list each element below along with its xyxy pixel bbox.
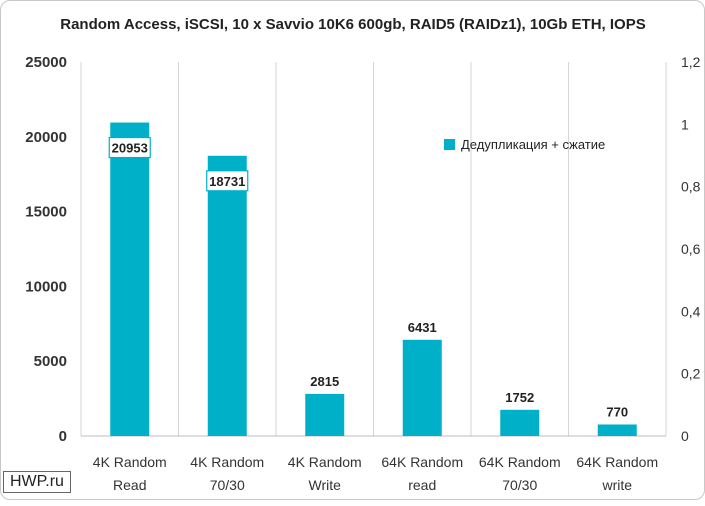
data-label: 6431 <box>408 320 437 335</box>
data-label-box <box>108 136 151 159</box>
x-tick-label: 64K Random <box>479 454 561 470</box>
data-label: 20953 <box>112 141 148 156</box>
bar <box>207 155 247 436</box>
data-labels: 20953 18731 2815 6431 1752 770 <box>108 136 628 419</box>
secondary-y-axis-ticks: 0 0,2 0,4 0,6 0,8 1 1,2 <box>681 54 701 444</box>
data-label: 18731 <box>209 174 245 189</box>
bars <box>110 122 637 436</box>
data-label: 770 <box>606 404 628 419</box>
x-tick-label: 4K Random <box>288 454 362 470</box>
x-tick-label: 64K Random <box>576 454 658 470</box>
y2-tick-label: 0,6 <box>681 241 701 257</box>
bar <box>402 339 442 436</box>
chart-title: Random Access, iSCSI, 10 x Savvio 10K6 6… <box>60 16 645 33</box>
data-label: 2815 <box>310 374 339 389</box>
y2-tick-label: 1,2 <box>681 54 701 70</box>
y2-tick-label: 0,8 <box>681 179 701 195</box>
y-tick-label: 10000 <box>25 278 67 295</box>
legend-label: Дедупликация + сжатие <box>461 137 605 152</box>
bar <box>305 393 345 436</box>
x-tick-label: 64K Random <box>381 454 463 470</box>
x-tick-label: 4K Random <box>93 454 167 470</box>
y2-tick-label: 0,4 <box>681 303 701 319</box>
watermark-logo: HWP.ru <box>3 471 71 493</box>
x-tick-label: read <box>408 477 436 493</box>
bar <box>597 424 637 436</box>
data-label: 1752 <box>505 390 534 405</box>
x-axis-ticks: 4K Random Read 4K Random 70/30 4K Random Writ… <box>93 454 658 493</box>
y-axis-ticks: 0 5000 10000 15000 20000 25000 <box>25 54 67 445</box>
data-label-box <box>206 170 249 192</box>
x-tick-label: Write <box>309 477 342 493</box>
legend-swatch <box>444 139 455 150</box>
y2-tick-label: 0 <box>681 428 689 444</box>
bar <box>500 409 540 436</box>
y-tick-label: 0 <box>59 428 67 445</box>
legend: Дедупликация + сжатие <box>444 137 605 152</box>
y-tick-label: 20000 <box>25 129 67 146</box>
y2-tick-label: 0,2 <box>681 366 701 382</box>
x-tick-label: 70/30 <box>210 477 245 493</box>
y-tick-label: 25000 <box>25 54 67 71</box>
gridlines <box>80 62 667 436</box>
x-tick-label: 70/30 <box>502 477 537 493</box>
y-tick-label: 5000 <box>34 353 67 370</box>
y2-tick-label: 1 <box>681 116 689 132</box>
x-tick-label: write <box>601 477 632 493</box>
y-tick-label: 15000 <box>25 204 67 221</box>
x-tick-label: 4K Random <box>190 454 264 470</box>
bar <box>110 122 150 436</box>
x-tick-label: Read <box>113 477 146 493</box>
